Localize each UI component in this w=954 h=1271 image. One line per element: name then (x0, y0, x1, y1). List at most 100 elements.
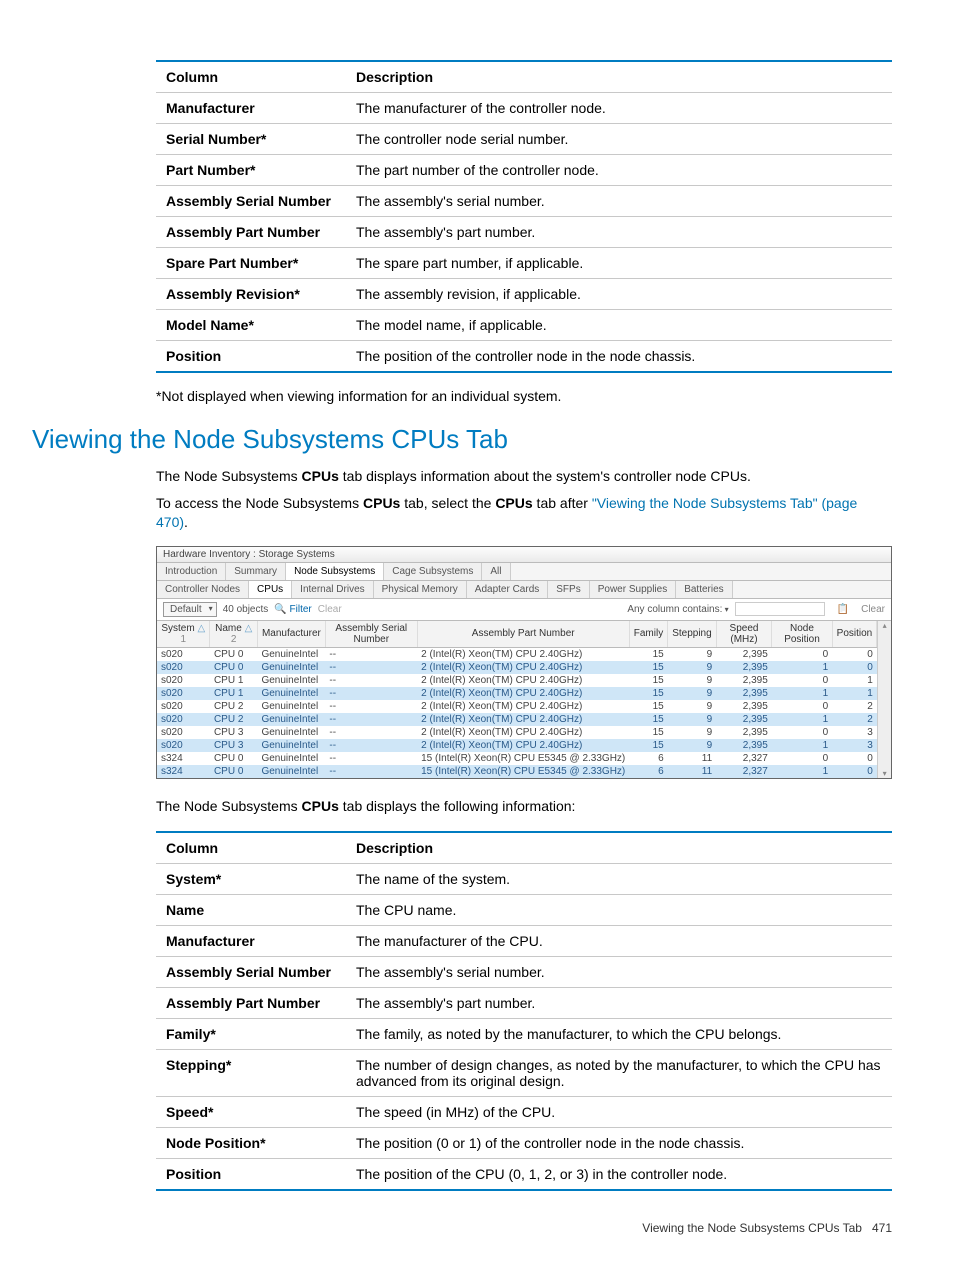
tab-controller-nodes[interactable]: Controller Nodes (157, 581, 249, 598)
column-description: The family, as noted by the manufacturer… (346, 1019, 892, 1050)
table-row: Part Number*The part number of the contr… (156, 155, 892, 186)
tab-adapter-cards[interactable]: Adapter Cards (467, 581, 548, 598)
column-name: Assembly Part Number (156, 217, 346, 248)
tab-introduction[interactable]: Introduction (157, 563, 226, 580)
tab-all[interactable]: All (482, 563, 510, 580)
cpus-tab-screenshot: Hardware Inventory : Storage Systems Int… (156, 546, 892, 779)
tab-node-subsystems[interactable]: Node Subsystems (286, 563, 384, 580)
table-row: Spare Part Number*The spare part number,… (156, 248, 892, 279)
grid-header[interactable]: Stepping (668, 621, 716, 648)
grid-row[interactable]: s324CPU 0GenuineIntel--15 (Intel(R) Xeon… (157, 765, 877, 778)
table-row: PositionThe position of the CPU (0, 1, 2… (156, 1159, 892, 1191)
tab-internal-drives[interactable]: Internal Drives (292, 581, 373, 598)
column-name: Position (156, 341, 346, 373)
grid-header[interactable]: Name △ 2 (210, 621, 258, 648)
grid-row[interactable]: s020CPU 2GenuineIntel--2 (Intel(R) Xeon(… (157, 713, 877, 726)
column-description: The model name, if applicable. (346, 310, 892, 341)
table-row: Model Name*The model name, if applicable… (156, 310, 892, 341)
column-name: Position (156, 1159, 346, 1191)
column-name: Assembly Revision* (156, 279, 346, 310)
tab-cage-subsystems[interactable]: Cage Subsystems (384, 563, 482, 580)
grid-header[interactable]: Family (629, 621, 667, 648)
grid-header[interactable]: Node Position (772, 621, 832, 648)
clear-filter-button[interactable]: Clear (318, 604, 342, 615)
grid-header[interactable]: Speed (MHz) (716, 621, 772, 648)
export-icon[interactable]: 📋 (837, 604, 849, 615)
vertical-scrollbar[interactable]: ▴▾ (877, 621, 891, 778)
column-name: Spare Part Number* (156, 248, 346, 279)
grid-row[interactable]: s020CPU 0GenuineIntel--2 (Intel(R) Xeon(… (157, 661, 877, 674)
table-row: Node Position*The position (0 or 1) of t… (156, 1128, 892, 1159)
column-description: The position of the controller node in t… (346, 341, 892, 373)
search-input[interactable] (735, 602, 825, 616)
column-name: Assembly Serial Number (156, 957, 346, 988)
column-name: Assembly Part Number (156, 988, 346, 1019)
table-row: Assembly Part NumberThe assembly's part … (156, 217, 892, 248)
column-name: System* (156, 864, 346, 895)
section-heading: Viewing the Node Subsystems CPUs Tab (32, 424, 892, 455)
column-name: Node Position* (156, 1128, 346, 1159)
any-column-contains-dropdown[interactable]: Any column contains: (627, 604, 728, 615)
table-row: Speed*The speed (in MHz) of the CPU. (156, 1097, 892, 1128)
grid-header[interactable]: Position (832, 621, 877, 648)
column-description: The assembly's serial number. (346, 957, 892, 988)
column-description: The controller node serial number. (346, 124, 892, 155)
object-count: 40 objects (223, 604, 269, 615)
grid-row[interactable]: s324CPU 0GenuineIntel--15 (Intel(R) Xeon… (157, 752, 877, 765)
grid-row[interactable]: s020CPU 1GenuineIntel--2 (Intel(R) Xeon(… (157, 687, 877, 700)
grid-header[interactable]: Assembly Serial Number (325, 621, 417, 648)
table-header-column: Column (156, 61, 346, 93)
table-row: NameThe CPU name. (156, 895, 892, 926)
column-name: Manufacturer (156, 926, 346, 957)
cpus-data-grid[interactable]: System △ 1Name △ 2ManufacturerAssembly S… (157, 621, 877, 778)
grid-row[interactable]: s020CPU 0GenuineIntel--2 (Intel(R) Xeon(… (157, 647, 877, 661)
grid-row[interactable]: s020CPU 3GenuineIntel--2 (Intel(R) Xeon(… (157, 739, 877, 752)
table-header-description: Description (346, 832, 892, 864)
column-name: Name (156, 895, 346, 926)
grid-header[interactable]: Assembly Part Number (417, 621, 629, 648)
column-description: The position of the CPU (0, 1, 2, or 3) … (346, 1159, 892, 1191)
column-description: The spare part number, if applicable. (346, 248, 892, 279)
grid-header[interactable]: System △ 1 (157, 621, 210, 648)
tab-physical-memory[interactable]: Physical Memory (374, 581, 467, 598)
column-description: The position (0 or 1) of the controller … (346, 1128, 892, 1159)
tab-cpus[interactable]: CPUs (249, 581, 292, 598)
column-name: Part Number* (156, 155, 346, 186)
column-name: Model Name* (156, 310, 346, 341)
clear-search-button[interactable]: Clear (861, 604, 885, 615)
grid-row[interactable]: s020CPU 2GenuineIntel--2 (Intel(R) Xeon(… (157, 700, 877, 713)
column-description: The number of design changes, as noted b… (346, 1050, 892, 1097)
table-row: System*The name of the system. (156, 864, 892, 895)
column-name: Speed* (156, 1097, 346, 1128)
column-description: The name of the system. (346, 864, 892, 895)
table-row: Family*The family, as noted by the manuf… (156, 1019, 892, 1050)
view-dropdown[interactable]: Default (163, 602, 217, 617)
table-row: Assembly Serial NumberThe assembly's ser… (156, 957, 892, 988)
table-header-column: Column (156, 832, 346, 864)
table-row: Assembly Serial NumberThe assembly's ser… (156, 186, 892, 217)
tab-batteries[interactable]: Batteries (676, 581, 732, 598)
filter-button[interactable]: 🔍 Filter (274, 604, 311, 615)
column-name: Stepping* (156, 1050, 346, 1097)
footnote-not-displayed: *Not displayed when viewing information … (156, 387, 892, 406)
tab-summary[interactable]: Summary (226, 563, 286, 580)
intro-paragraph-1: The Node Subsystems CPUs tab displays in… (156, 467, 892, 486)
column-description: The assembly's serial number. (346, 186, 892, 217)
column-name: Assembly Serial Number (156, 186, 346, 217)
grid-header[interactable]: Manufacturer (257, 621, 325, 648)
column-description: The assembly's part number. (346, 217, 892, 248)
after-mock-paragraph: The Node Subsystems CPUs tab displays th… (156, 797, 892, 816)
column-name: Serial Number* (156, 124, 346, 155)
grid-row[interactable]: s020CPU 1GenuineIntel--2 (Intel(R) Xeon(… (157, 674, 877, 687)
page-footer: Viewing the Node Subsystems CPUs Tab 471 (62, 1221, 892, 1235)
column-name: Manufacturer (156, 93, 346, 124)
table-row: Stepping*The number of design changes, a… (156, 1050, 892, 1097)
grid-row[interactable]: s020CPU 3GenuineIntel--2 (Intel(R) Xeon(… (157, 726, 877, 739)
column-description: The manufacturer of the controller node. (346, 93, 892, 124)
column-description: The assembly revision, if applicable. (346, 279, 892, 310)
table-row: Assembly Part NumberThe assembly's part … (156, 988, 892, 1019)
tab-sfps[interactable]: SFPs (548, 581, 589, 598)
column-description: The part number of the controller node. (346, 155, 892, 186)
table-row: ManufacturerThe manufacturer of the CPU. (156, 926, 892, 957)
tab-power-supplies[interactable]: Power Supplies (590, 581, 676, 598)
